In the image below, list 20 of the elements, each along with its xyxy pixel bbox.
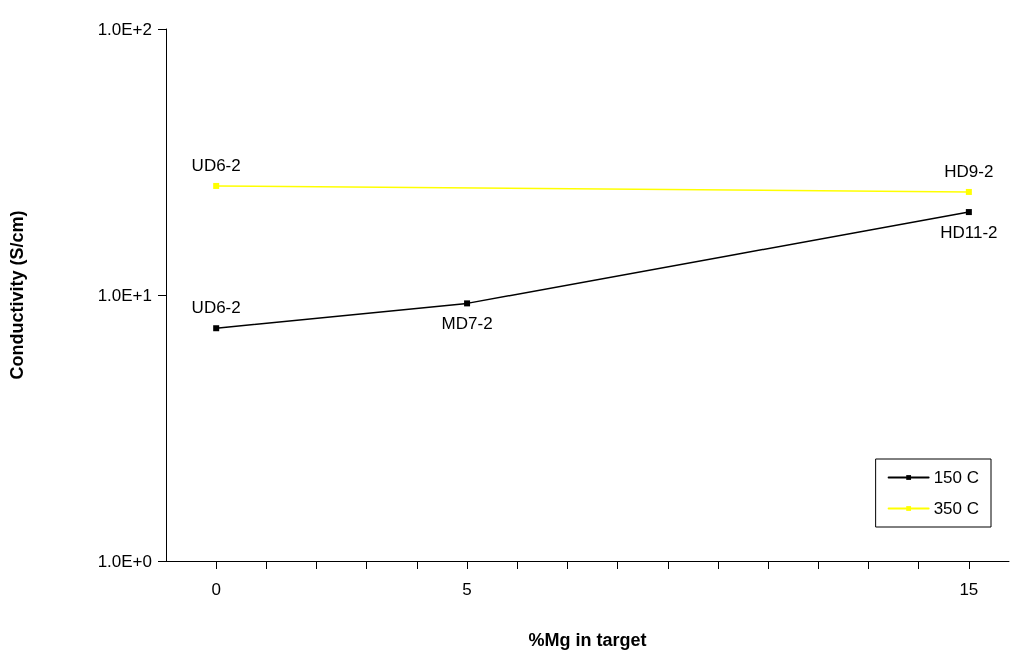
point xyxy=(213,182,220,189)
point xyxy=(213,325,220,332)
x-tick-label: 0 xyxy=(211,580,221,599)
point xyxy=(965,209,972,216)
annotation: UD6-2 xyxy=(191,298,241,318)
annotation: MD7-2 xyxy=(441,314,493,334)
legend-label: 150 C xyxy=(933,468,980,487)
y-tick-label: 1.0E+2 xyxy=(97,19,152,39)
x-tick-label: 5 xyxy=(462,580,472,599)
annotation: HD9-2 xyxy=(944,161,994,181)
y-tick-label: 1.0E+0 xyxy=(97,551,152,571)
annotation: UD6-2 xyxy=(191,155,241,175)
point xyxy=(464,300,471,307)
x-axis-title: %Mg in target xyxy=(528,630,647,650)
legend-label: 350 C xyxy=(933,499,980,518)
annotation: HD11-2 xyxy=(940,223,998,243)
point xyxy=(965,188,972,195)
x-tick-label: 15 xyxy=(959,580,979,599)
y-tick-label: 1.0E+1 xyxy=(97,285,152,305)
y-axis-title: Conductivity (S/cm) xyxy=(7,210,27,380)
